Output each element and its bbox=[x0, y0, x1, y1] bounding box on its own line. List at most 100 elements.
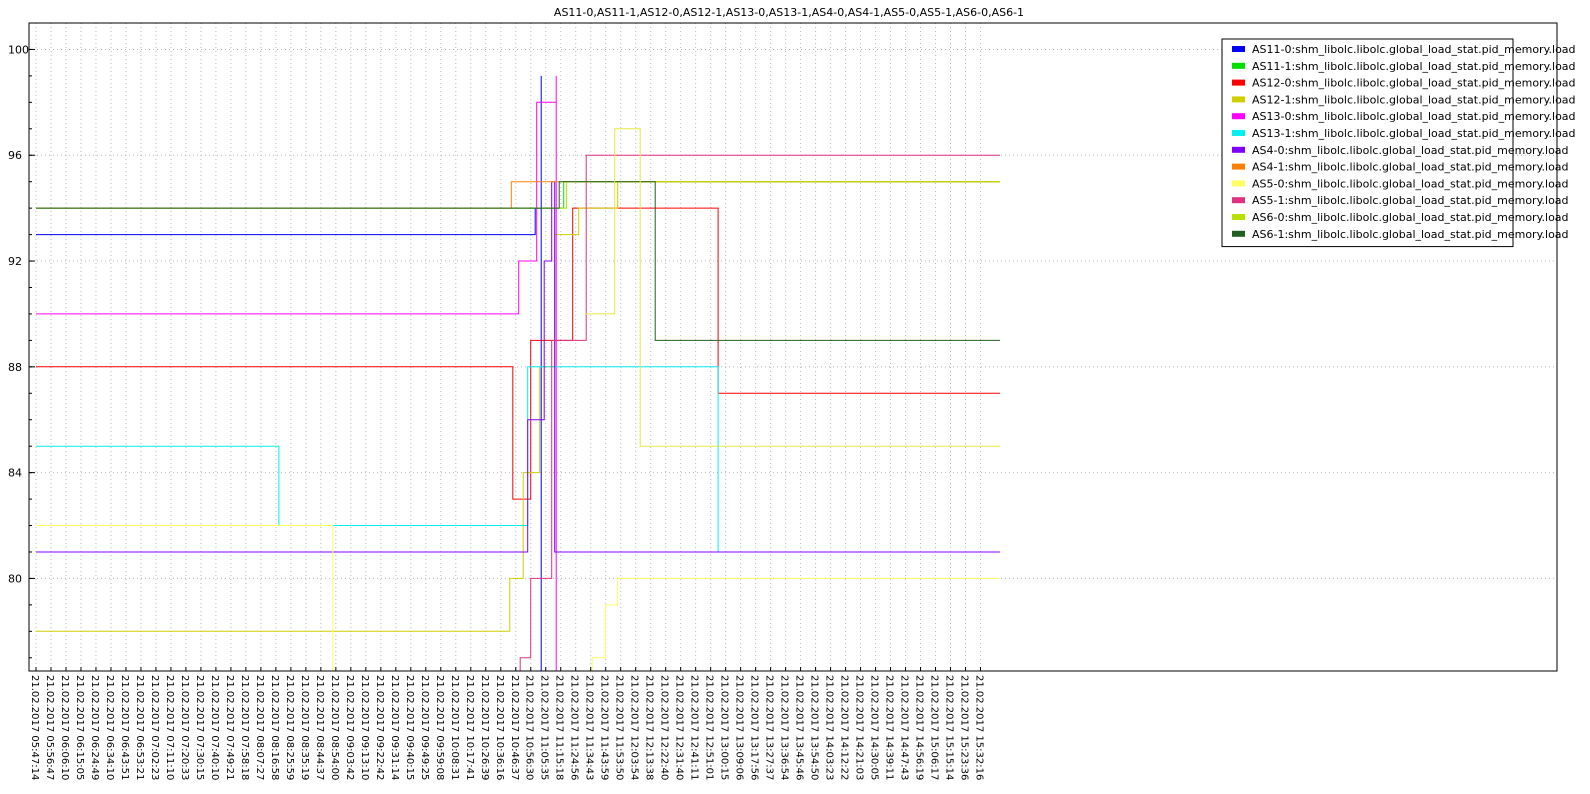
series-line-11 bbox=[36, 181, 1000, 341]
legend-label: AS11-1:shm_libolc.libolc.global_load_sta… bbox=[1252, 60, 1576, 73]
x-tick-label: 21.02.2017 13:17:56 bbox=[749, 675, 760, 780]
series-line-1 bbox=[36, 181, 1000, 209]
legend-swatch bbox=[1232, 180, 1245, 187]
x-tick-label: 21.02.2017 10:26:39 bbox=[479, 675, 490, 780]
x-tick-label: 21.02.2017 07:40:10 bbox=[209, 675, 220, 780]
x-tick-label: 21.02.2017 09:40:15 bbox=[404, 675, 415, 780]
x-tick-label: 21.02.2017 11:53:50 bbox=[614, 675, 625, 780]
x-tick-label: 21.02.2017 10:36:16 bbox=[494, 675, 505, 780]
x-axis: 21.02.2017 05:47:14 21.02.2017 05:56:47 21… bbox=[29, 667, 985, 780]
x-tick-label: 21.02.2017 10:46:37 bbox=[509, 675, 520, 780]
x-tick-label: 21.02.2017 14:12:22 bbox=[839, 675, 850, 780]
legend-swatch bbox=[1232, 146, 1245, 153]
legend-swatch bbox=[1232, 46, 1245, 52]
legend-label: AS11-0:shm_libolc.libolc.global_load_sta… bbox=[1252, 43, 1576, 56]
legend-label: AS12-0:shm_libolc.libolc.global_load_sta… bbox=[1252, 77, 1576, 90]
y-tick-label: 88 bbox=[8, 361, 22, 374]
y-axis: 80 84 88 92 96 100 bbox=[8, 22, 35, 659]
x-tick-label: 21.02.2017 09:13:10 bbox=[359, 675, 370, 780]
series-line-3 bbox=[36, 181, 1000, 632]
x-tick-label: 21.02.2017 15:32:16 bbox=[974, 675, 985, 780]
x-tick-label: 21.02.2017 13:27:37 bbox=[764, 675, 775, 780]
legend: AS11-0:shm_libolc.libolc.global_load_sta… bbox=[1221, 38, 1576, 248]
y-tick-label: 80 bbox=[8, 572, 22, 585]
series-line-4 bbox=[36, 75, 557, 671]
x-tick-label: 21.02.2017 10:08:31 bbox=[449, 675, 460, 780]
series-line-9 bbox=[36, 154, 1000, 672]
series-line-0 bbox=[36, 75, 542, 671]
series-line-2 bbox=[36, 207, 1000, 500]
legend-swatch bbox=[1232, 214, 1245, 220]
legend-label: AS12-1:shm_libolc.libolc.global_load_sta… bbox=[1252, 93, 1576, 106]
x-tick-label: 21.02.2017 08:44:37 bbox=[314, 675, 325, 780]
x-tick-label: 21.02.2017 06:06:10 bbox=[59, 675, 70, 780]
legend-swatch bbox=[1232, 113, 1245, 120]
series-line-8 bbox=[36, 525, 1000, 672]
legend-box bbox=[1221, 38, 1514, 248]
x-tick-label: 21.02.2017 13:09:06 bbox=[734, 675, 745, 780]
x-tick-label: 21.02.2017 10:56:30 bbox=[524, 675, 535, 780]
x-tick-label: 21.02.2017 15:06:17 bbox=[929, 675, 940, 780]
x-tick-label: 21.02.2017 09:31:14 bbox=[389, 675, 400, 780]
y-tick-label: 96 bbox=[8, 149, 22, 162]
x-tick-label: 21.02.2017 09:49:25 bbox=[419, 675, 430, 780]
legend-swatch bbox=[1232, 130, 1245, 136]
x-tick-label: 21.02.2017 14:03:23 bbox=[824, 675, 835, 780]
chart-title: AS11-0,AS11-1,AS12-0,AS12-1,AS13-0,AS13-… bbox=[554, 6, 1024, 19]
x-tick-label: 21.02.2017 12:41:11 bbox=[689, 675, 700, 780]
x-tick-label: 21.02.2017 08:16:58 bbox=[269, 675, 280, 780]
x-tick-label: 21.02.2017 13:00:15 bbox=[719, 675, 730, 780]
x-tick-label: 21.02.2017 11:15:18 bbox=[554, 675, 565, 780]
legend-swatch bbox=[1232, 79, 1245, 86]
legend-swatch bbox=[1232, 197, 1245, 204]
legend-swatch bbox=[1232, 230, 1245, 237]
x-tick-label: 21.02.2017 07:49:21 bbox=[224, 675, 235, 780]
x-tick-label: 21.02.2017 07:58:18 bbox=[239, 675, 250, 780]
legend-swatch bbox=[1232, 96, 1245, 103]
x-tick-label: 21.02.2017 09:59:08 bbox=[434, 675, 445, 780]
series-line-5 bbox=[36, 366, 1000, 553]
y-tick-label: 100 bbox=[8, 43, 29, 56]
x-tick-label: 21.02.2017 05:47:14 bbox=[29, 675, 40, 780]
legend-label: AS6-1:shm_libolc.libolc.global_load_stat… bbox=[1252, 228, 1569, 241]
x-tick-label: 21.02.2017 14:39:11 bbox=[884, 675, 895, 780]
x-tick-label: 21.02.2017 12:51:01 bbox=[704, 675, 715, 780]
x-tick-label: 21.02.2017 08:35:19 bbox=[299, 675, 310, 780]
y-tick-label: 84 bbox=[8, 467, 22, 480]
series-lines bbox=[36, 75, 1000, 672]
x-tick-label: 21.02.2017 13:45:46 bbox=[794, 675, 805, 780]
series-line-7 bbox=[36, 181, 1000, 209]
x-tick-label: 21.02.2017 11:43:59 bbox=[599, 675, 610, 780]
x-tick-label: 21.02.2017 06:15:05 bbox=[74, 675, 85, 780]
x-tick-label: 21.02.2017 07:30:15 bbox=[194, 675, 205, 780]
x-tick-label: 21.02.2017 08:54:00 bbox=[329, 675, 340, 780]
x-tick-label: 21.02.2017 08:25:59 bbox=[284, 675, 295, 780]
x-tick-label: 21.02.2017 05:56:47 bbox=[44, 675, 55, 780]
legend-swatch bbox=[1232, 62, 1245, 69]
x-tick-label: 21.02.2017 12:13:38 bbox=[644, 675, 655, 780]
x-tick-label: 21.02.2017 15:23:36 bbox=[959, 675, 970, 780]
x-tick-label: 21.02.2017 14:30:05 bbox=[869, 675, 880, 780]
grid bbox=[29, 23, 1557, 671]
x-tick-label: 21.02.2017 07:02:23 bbox=[149, 675, 160, 780]
legend-label: AS4-0:shm_libolc.libolc.global_load_stat… bbox=[1252, 144, 1569, 157]
x-tick-label: 21.02.2017 06:24:49 bbox=[89, 675, 100, 780]
x-tick-label: 21.02.2017 15:15:14 bbox=[944, 675, 955, 780]
x-tick-label: 21.02.2017 12:31:40 bbox=[674, 675, 685, 780]
legend-label: AS4-1:shm_libolc.libolc.global_load_stat… bbox=[1252, 161, 1569, 174]
plot-frame bbox=[28, 22, 1558, 672]
series-line-10 bbox=[36, 181, 1000, 209]
legend-label: AS5-1:shm_libolc.libolc.global_load_stat… bbox=[1252, 194, 1569, 207]
x-tick-label: 21.02.2017 07:11:10 bbox=[164, 675, 175, 780]
series-line-12 bbox=[584, 128, 1000, 447]
x-tick-label: 21.02.2017 06:43:51 bbox=[119, 675, 130, 780]
series-line-6 bbox=[36, 181, 1000, 553]
x-tick-label: 21.02.2017 14:21:03 bbox=[854, 675, 865, 780]
x-tick-label: 21.02.2017 11:05:35 bbox=[539, 675, 550, 780]
x-tick-label: 21.02.2017 12:03:54 bbox=[629, 675, 640, 780]
x-tick-label: 21.02.2017 09:22:42 bbox=[374, 675, 385, 780]
x-tick-label: 21.02.2017 06:34:10 bbox=[104, 675, 115, 780]
x-tick-label: 21.02.2017 10:17:41 bbox=[464, 675, 475, 780]
legend-swatch bbox=[1232, 163, 1245, 170]
x-tick-label: 21.02.2017 11:24:56 bbox=[569, 675, 580, 780]
